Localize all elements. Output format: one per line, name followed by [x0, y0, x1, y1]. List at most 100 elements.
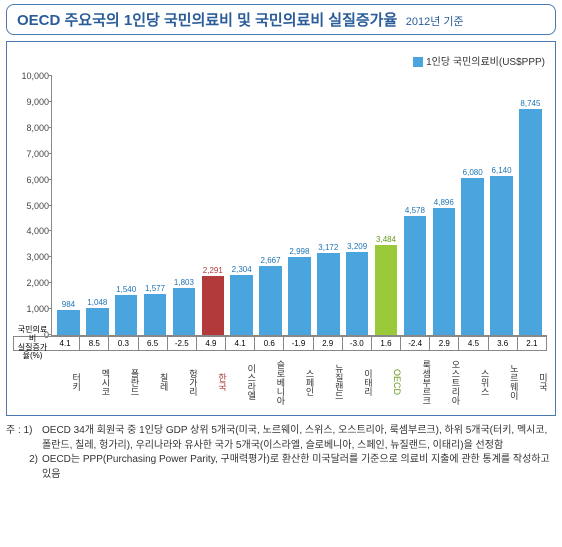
- bar: 2,291: [202, 276, 225, 335]
- category-label: 터키: [51, 353, 80, 409]
- ytick-label: 1,000: [26, 304, 52, 314]
- bar: 3,209: [346, 252, 369, 335]
- bar-slot: 4,578: [401, 76, 430, 335]
- growth-cell: -1.9: [284, 336, 313, 351]
- category-label: 멕시코: [80, 353, 109, 409]
- category-label: OECD: [372, 353, 401, 409]
- growth-cell: 4.9: [197, 336, 226, 351]
- bar: 6,140: [490, 176, 513, 335]
- bar-slot: 984: [54, 76, 83, 335]
- bar-value-label: 4,578: [405, 207, 425, 215]
- category-label: 오스트리아: [430, 353, 459, 409]
- bar-slot: 1,540: [112, 76, 141, 335]
- growth-cell: 3.6: [489, 336, 518, 351]
- growth-cell: -2.4: [401, 336, 430, 351]
- bar-value-label: 3,484: [376, 236, 396, 244]
- category-label: 룩셈부르크: [401, 353, 430, 409]
- bar-value-label: 1,803: [174, 279, 194, 287]
- ytick-label: 9,000: [26, 97, 52, 107]
- bar-slot: 1,048: [83, 76, 112, 335]
- bar-value-label: 4,896: [434, 199, 454, 207]
- growth-cell: -3.0: [343, 336, 372, 351]
- bar: 1,540: [115, 295, 138, 335]
- category-label: 이태리: [343, 353, 372, 409]
- growth-row: 국민의료비실질증가율(%) 4.18.50.36.5-2.54.94.10.6-…: [51, 336, 547, 351]
- note1-body: OECD 34개 회원국 중 1인당 GDP 상위 5개국(미국, 노르웨이, …: [42, 424, 556, 453]
- category-row: 터키멕시코폴란드칠레헝가리한국이스라엘슬로베니아스페인뉴질랜드이태리OECD룩셈…: [51, 353, 547, 409]
- growth-cell: -2.5: [168, 336, 197, 351]
- bar-value-label: 2,304: [232, 266, 252, 274]
- note1-lead: 주 : 1): [6, 424, 42, 453]
- bar: 4,578: [404, 216, 427, 335]
- category-label: 슬로베니아: [255, 353, 284, 409]
- note2-body: OECD는 PPP(Purchasing Power Parity, 구매력평가…: [42, 453, 556, 482]
- category-label: 뉴질랜드: [314, 353, 343, 409]
- ytick-label: 6,000: [26, 175, 52, 185]
- bar: 2,667: [259, 266, 282, 335]
- title-sub: 2012년 기준: [406, 16, 464, 28]
- bar-value-label: 2,998: [289, 248, 309, 256]
- bar: 6,080: [461, 178, 484, 335]
- bar-value-label: 6,140: [492, 167, 512, 175]
- bar: 4,896: [433, 208, 456, 335]
- bar-slot: 1,803: [170, 76, 199, 335]
- chart-area: 9841,0481,5401,5771,8032,2912,3042,6672,…: [51, 76, 547, 336]
- ytick-label: 3,000: [26, 252, 52, 262]
- bar-slot: 2,304: [227, 76, 256, 335]
- bar-slot: 6,140: [487, 76, 516, 335]
- bar-value-label: 984: [62, 301, 75, 309]
- growth-cell: 4.1: [51, 336, 80, 351]
- legend-label: 1인당 국민의료비(US$PPP): [426, 57, 545, 68]
- growth-row-header: 국민의료비실질증가율(%): [13, 336, 51, 351]
- bar-slot: 8,745: [516, 76, 545, 335]
- bar-slot: 3,172: [314, 76, 343, 335]
- category-label: 스위스: [459, 353, 488, 409]
- bar-slot: 2,291: [198, 76, 227, 335]
- ytick-label: 2,000: [26, 278, 52, 288]
- bar: 3,484: [375, 245, 398, 335]
- category-label: 스페인: [284, 353, 313, 409]
- bar: 1,803: [173, 288, 196, 335]
- bar-value-label: 6,080: [463, 169, 483, 177]
- bar-slot: 3,209: [343, 76, 372, 335]
- growth-cell: 4.1: [226, 336, 255, 351]
- bar: 984: [57, 310, 80, 335]
- bar-slot: 2,998: [285, 76, 314, 335]
- growth-cell: 0.6: [255, 336, 284, 351]
- ytick-label: 8,000: [26, 123, 52, 133]
- bar: 8,745: [519, 109, 542, 335]
- ytick-label: 10,000: [21, 71, 52, 81]
- ytick-label: 7,000: [26, 149, 52, 159]
- legend: 1인당 국민의료비(US$PPP): [413, 57, 545, 68]
- bar-value-label: 1,540: [116, 286, 136, 294]
- bar: 2,998: [288, 257, 311, 335]
- bar: 2,304: [230, 275, 253, 335]
- legend-swatch: [413, 57, 423, 67]
- bar-value-label: 3,209: [347, 243, 367, 251]
- footnotes: 주 : 1) OECD 34개 회원국 중 1인당 GDP 상위 5개국(미국,…: [6, 424, 556, 482]
- category-label: 칠레: [139, 353, 168, 409]
- root: OECD 주요국의 1인당 국민의료비 및 국민의료비 실질증가율 2012년 …: [0, 0, 562, 490]
- title-main: OECD 주요국의 1인당 국민의료비 및 국민의료비 실질증가율: [17, 12, 397, 29]
- bar-value-label: 3,172: [318, 244, 338, 252]
- bar: 1,577: [144, 294, 167, 335]
- bar-slot: 4,896: [429, 76, 458, 335]
- category-label: 노르웨이: [489, 353, 518, 409]
- chart-frame: 1인당 국민의료비(US$PPP) 984 1,048 1,540 1,577 1,80…: [6, 41, 556, 416]
- growth-cell: 2.9: [314, 336, 343, 351]
- growth-cell: 0.3: [109, 336, 138, 351]
- title-bar: OECD 주요국의 1인당 국민의료비 및 국민의료비 실질증가율 2012년 …: [6, 4, 556, 35]
- bar-slot: 1,577: [141, 76, 170, 335]
- growth-cell: 6.5: [139, 336, 168, 351]
- category-label: 미국: [518, 353, 547, 409]
- category-label: 헝가리: [168, 353, 197, 409]
- bars: 9841,0481,5401,5771,8032,2912,3042,6672,…: [52, 76, 547, 335]
- growth-cell: 4.5: [459, 336, 488, 351]
- bar-slot: 2,667: [256, 76, 285, 335]
- bar: 1,048: [86, 308, 109, 335]
- bar-value-label: 2,291: [203, 267, 223, 275]
- note2-lead: 2): [6, 453, 42, 482]
- growth-cell: 8.5: [80, 336, 109, 351]
- bar-value-label: 8,745: [520, 100, 540, 108]
- category-label: 이스라엘: [226, 353, 255, 409]
